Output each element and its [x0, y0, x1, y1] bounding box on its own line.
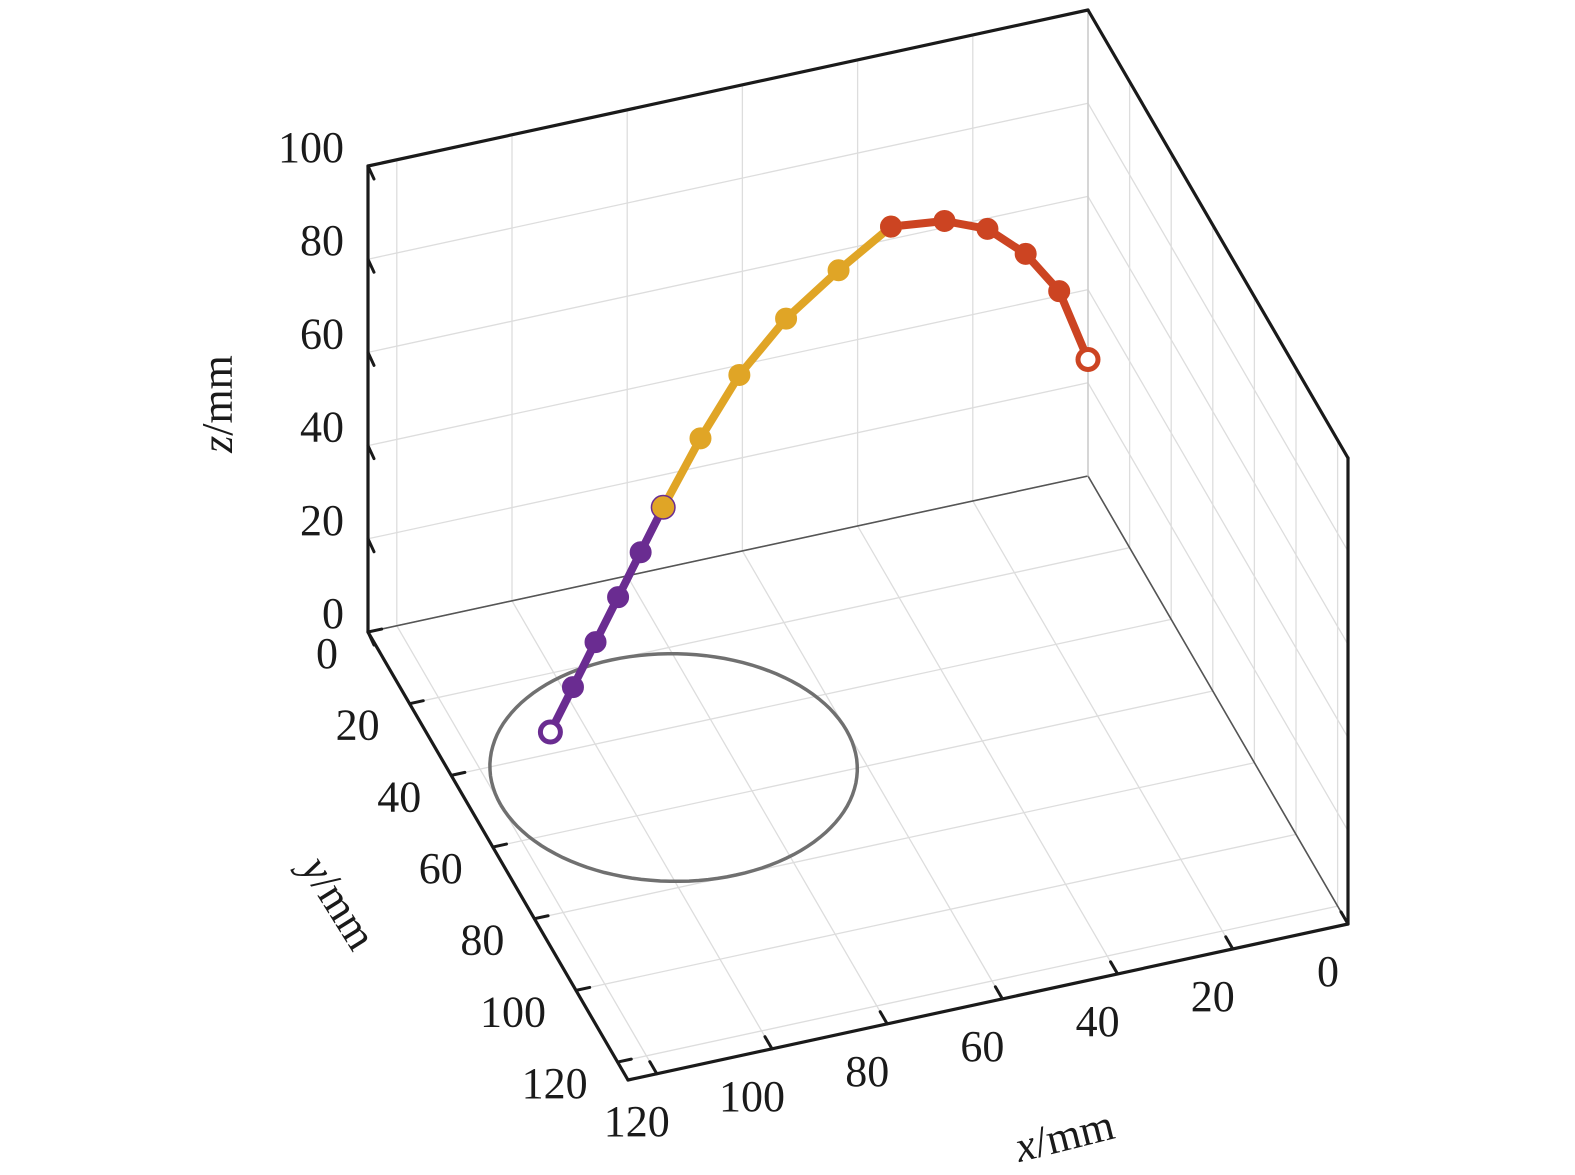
data-point [689, 427, 712, 450]
y-tick-label: 0 [316, 629, 338, 678]
grid-line-side-z [1087, 195, 1349, 646]
grid-layer [367, 9, 1349, 1075]
x-tick [1109, 960, 1120, 976]
data-point [652, 496, 675, 519]
y-tick-label: 80 [460, 916, 504, 965]
grid-line-floor-x [626, 575, 888, 1025]
grid-line-floor-y [408, 547, 1131, 705]
y-tick-label: 40 [377, 772, 421, 821]
grid-line-floor-y [533, 762, 1256, 920]
grid-line-floor-x [741, 550, 1004, 1000]
grid-line-floor-y [575, 833, 1297, 992]
x-tick-label: 120 [604, 1097, 670, 1146]
tick-labels: 0 20 40 60 80 100 120 0 20 40 60 80 100 120 0 20 40 60 80 1… [278, 123, 1339, 1146]
x-tick-label: 60 [960, 1022, 1004, 1071]
data-point [1048, 280, 1071, 303]
grid-line-back-z [367, 102, 1089, 260]
grid-line-floor-x [511, 600, 773, 1050]
z-tick-label: 80 [300, 216, 344, 265]
data-point [1075, 347, 1101, 372]
grid-line-side-z [1087, 382, 1349, 832]
y-tick [616, 1057, 633, 1064]
data-layer [488, 209, 1101, 884]
y-tick [491, 842, 508, 849]
x-axis-line [626, 922, 1350, 1082]
z-tick-label: 60 [300, 309, 344, 358]
z-axis-title: z/mm [193, 355, 242, 454]
data-point [1014, 242, 1037, 265]
box-edge-inner-y [1087, 475, 1349, 925]
y-tick [449, 770, 467, 777]
x-tick [993, 985, 1004, 1001]
box-edge-top-back [366, 8, 1090, 168]
x-tick-label: 100 [719, 1072, 785, 1121]
data-point [607, 586, 630, 609]
y-tick-label: 20 [336, 701, 380, 750]
y-axis-title: y/mm [289, 844, 386, 958]
x-axis-title: x/mm [1009, 1100, 1119, 1172]
tick-marks [366, 164, 1350, 1076]
data-point [584, 631, 607, 654]
data-point [976, 217, 999, 240]
x-tick-label: 40 [1076, 997, 1120, 1046]
axis-box [366, 8, 1350, 1082]
grid-line-floor-y [616, 905, 1339, 1063]
x-tick [878, 1010, 889, 1026]
data-point [775, 307, 798, 330]
x-axis-title-unit: /mm [1029, 1100, 1119, 1167]
series-line-1 [546, 503, 668, 736]
reference-circle [488, 651, 860, 884]
z-tick [366, 537, 376, 554]
grid-line-side-z [1087, 288, 1349, 739]
data-point [561, 676, 584, 699]
z-tick-label: 0 [322, 589, 344, 638]
y-tick-label: 120 [522, 1059, 588, 1108]
z-tick-label: 40 [300, 403, 344, 452]
y-tick [532, 914, 550, 921]
x-tick-label: 80 [845, 1047, 889, 1096]
grid-line-back-z [367, 382, 1089, 540]
x-tick [1339, 910, 1350, 926]
y-tick-label: 60 [419, 844, 463, 893]
grid-line-back-z [367, 195, 1089, 354]
x-tick [648, 1060, 659, 1076]
grid-line-back-z [367, 288, 1089, 447]
x-tick [763, 1035, 774, 1051]
box-edge-top-side [1086, 8, 1350, 460]
y-axis-line [366, 630, 630, 1082]
grid-line-floor-y [450, 618, 1172, 777]
grid-line-floor-x [972, 500, 1234, 950]
y-tick [574, 985, 592, 992]
box-edge-inner-x [367, 475, 1089, 633]
x-tick-label: 0 [1317, 947, 1339, 996]
z-tick [366, 350, 376, 367]
z-tick-label: 20 [300, 496, 344, 545]
data-point [827, 259, 850, 282]
x-tick-label: 20 [1191, 972, 1235, 1021]
series-line-2 [659, 222, 895, 512]
y-tick [366, 627, 384, 634]
z-axis-title-unit: /mm [193, 355, 242, 436]
data-point [933, 209, 956, 232]
x-tick [1224, 935, 1235, 951]
z-axis-title-var: z [193, 436, 242, 454]
grid-line-floor-x [396, 625, 658, 1075]
data-point [629, 541, 652, 564]
z-tick-label: 100 [278, 123, 344, 172]
data-point [728, 363, 751, 386]
data-point [537, 719, 563, 745]
data-point [880, 215, 903, 238]
y-tick [408, 699, 425, 706]
z-tick [366, 444, 376, 461]
grid-line-floor-x [856, 525, 1119, 975]
z-tick [366, 630, 376, 647]
z-tick [366, 257, 376, 274]
grid-line-floor-y [492, 690, 1214, 848]
y-tick-label: 100 [480, 987, 546, 1036]
z-tick [366, 164, 376, 181]
grid-line-side-z [1087, 102, 1349, 552]
